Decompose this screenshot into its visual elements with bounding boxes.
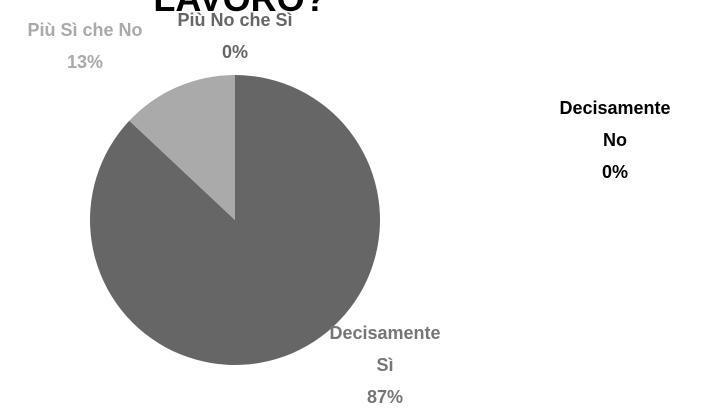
data-label: Decisamente No 0%: [550, 92, 680, 188]
data-label: Più No che Sì 0%: [177, 4, 292, 68]
value-label: 87%: [366, 387, 404, 407]
pie-slice: [129, 75, 235, 220]
chart-title: LAVORO?: [153, 0, 326, 20]
value-label: 0%: [221, 42, 248, 62]
value-label: 0%: [601, 162, 628, 182]
category-label: Più Sì che No: [27, 20, 143, 40]
value-label: 13%: [66, 52, 104, 72]
data-label: Più Sì che No 13%: [27, 14, 142, 78]
category-label: Più No che Sì: [177, 10, 293, 30]
data-label: Decisamente Sì 87%: [320, 317, 450, 410]
pie-slice: [89, 75, 380, 365]
category-label: Decisamente Sì: [329, 323, 441, 375]
category-label: Decisamente No: [559, 98, 671, 150]
